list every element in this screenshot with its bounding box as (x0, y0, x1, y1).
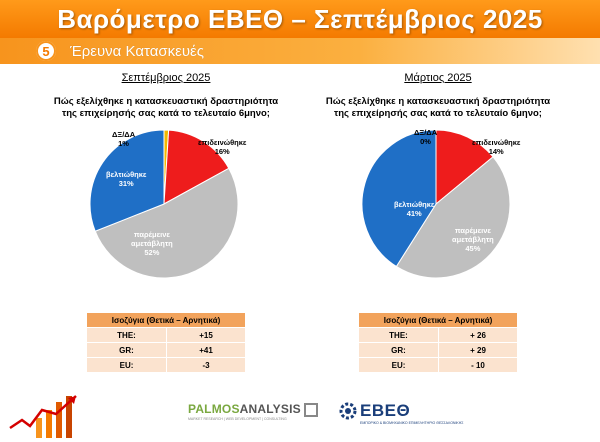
table-row: THE: + 26 (358, 327, 518, 343)
pie-svg (361, 129, 511, 279)
table-row: THE: +15 (86, 327, 246, 343)
balance-row-label: EU: (86, 357, 167, 373)
slice-label: παρέμεινε (133, 230, 170, 239)
panel-september: Σεπτέμβριος 2025 Πώς εξελίχθηκε η κατασκ… (46, 72, 286, 284)
palmos-logo-text-b: ANALYSIS (239, 402, 301, 416)
balance-header: Ισοζύγια (Θετικά – Αρνητικά) (358, 312, 518, 328)
section-bar: 5 Έρευνα Κατασκευές (0, 38, 600, 64)
panel-march: Μάρτιος 2025 Πώς εξελίχθηκε η κατασκευασ… (318, 72, 558, 284)
slice-label: βελτιώθηκε (106, 170, 147, 179)
slice-value: 0% (420, 137, 431, 146)
table-row: GR: +41 (86, 342, 246, 358)
pie-label-same: παρέμεινε αμετάβλητη 45% (452, 226, 494, 253)
balance-row-value: -3 (166, 357, 246, 373)
section-title: Έρευνα Κατασκευές (70, 42, 204, 60)
table-row: EU: - 10 (358, 357, 518, 373)
panel-question: Πώς εξελίχθηκε η κατασκευαστική δραστηρι… (46, 96, 286, 122)
slice-label: αμετάβλητη (131, 239, 173, 248)
balance-table-september: Ισοζύγια (Θετικά – Αρνητικά) THE: +15 GR… (86, 312, 246, 373)
balance-row-label: GR: (358, 342, 439, 358)
ebeo-logo: ΕΒΕΘ (360, 401, 411, 420)
header-bar: Βαρόμετρο ΕΒΕΘ – Σεπτέμβριος 2025 (0, 0, 600, 38)
balance-row-value: - 10 (438, 357, 518, 373)
balance-row-label: GR: (86, 342, 167, 358)
palmos-logo-text-a: PALMOS (188, 402, 240, 416)
table-row: GR: + 29 (358, 342, 518, 358)
pie-slice-worsened (435, 129, 494, 206)
pie-chart: ΔΞ/ΔΑ 0% επιδεινώθηκε 14% παρέμεινε αμετ… (318, 124, 558, 284)
pie-slice-worsened (163, 129, 230, 205)
ebeo-tagline: ΕΜΠΟΡΙΚΟ & ΒΙΟΜΗΧΑΝΙΚΟ ΕΠΙΜΕΛΗΤΗΡΙΟ ΘΕΣΣ… (360, 421, 464, 425)
pie-label-worsened: επιδεινώθηκε 14% (472, 138, 520, 156)
slice-value: 14% (488, 147, 504, 156)
slice-value: 1% (118, 139, 129, 148)
pie-label-worsened: επιδεινώθηκε 16% (198, 138, 246, 156)
balance-row-value: +15 (166, 327, 246, 343)
palmos-square-icon (304, 402, 319, 417)
slice-label: ΔΞ/ΔΑ (414, 128, 438, 137)
balance-table-march: Ισοζύγια (Θετικά – Αρνητικά) THE: + 26 G… (358, 312, 518, 373)
slice-value: 31% (118, 179, 134, 188)
pie-slice-same (94, 167, 239, 279)
table-row: EU: -3 (86, 357, 246, 373)
palmos-tagline: MARKET RESEARCH | WEB DEVELOPMENT | CONS… (188, 417, 287, 421)
balance-row-value: + 26 (438, 327, 518, 343)
section-number-badge: 5 (36, 41, 56, 61)
question-line-1: Πώς εξελίχθηκε η κατασκευαστική δραστηρι… (53, 96, 279, 107)
slice-label: βελτιώθηκε (394, 200, 435, 209)
question-line-1: Πώς εξελίχθηκε η κατασκευαστική δραστηρι… (325, 96, 551, 107)
slice-value: 45% (465, 244, 481, 253)
slice-label: ΔΞ/ΔΑ (112, 130, 136, 139)
panel-question: Πώς εξελίχθηκε η κατασκευαστική δραστηρι… (318, 96, 558, 122)
ebeo-gear-icon (339, 402, 357, 420)
balance-row-label: THE: (86, 327, 167, 343)
slice-label: επιδεινώθηκε (472, 138, 521, 147)
pie-label-dk: ΔΞ/ΔΑ 0% (414, 128, 437, 146)
pie-slice-improved (89, 129, 165, 232)
slice-label: επιδεινώθηκε (198, 138, 247, 147)
slice-value: 41% (406, 209, 422, 218)
pie-label-improved: βελτιώθηκε 41% (394, 200, 434, 218)
panel-date: Μάρτιος 2025 (404, 72, 472, 84)
balance-header: Ισοζύγια (Θετικά – Αρνητικά) (86, 312, 246, 328)
question-line-2: της επιχείρησής σας κατά το τελευταίο 6μ… (334, 108, 542, 119)
slice-value: 52% (144, 248, 160, 257)
pie-chart: ΔΞ/ΔΑ 1% επιδεινώθηκε 16% παρέμεινε αμετ… (46, 124, 286, 284)
pie-label-improved: βελτιώθηκε 31% (106, 170, 146, 188)
pie-label-same: παρέμεινε αμετάβλητη 52% (131, 230, 173, 257)
panel-date: Σεπτέμβριος 2025 (121, 72, 211, 84)
slice-value: 16% (214, 147, 230, 156)
palmos-logo: PALMOSANALYSIS (188, 402, 319, 417)
slice-label: παρέμεινε (454, 226, 491, 235)
balance-row-value: +41 (166, 342, 246, 358)
growth-chart-icon (9, 395, 77, 438)
page-title: Βαρόμετρο ΕΒΕΘ – Σεπτέμβριος 2025 (57, 3, 543, 34)
balance-row-label: THE: (358, 327, 439, 343)
pie-slice-improved (361, 129, 437, 268)
balance-row-value: + 29 (438, 342, 518, 358)
pie-svg (89, 129, 239, 279)
pie-slice-same (395, 156, 511, 279)
pie-label-dk: ΔΞ/ΔΑ 1% (112, 130, 135, 148)
balance-row-label: EU: (358, 357, 439, 373)
question-line-2: της επιχείρησής σας κατά το τελευταίο 6μ… (62, 108, 270, 119)
slice-label: αμετάβλητη (452, 235, 494, 244)
